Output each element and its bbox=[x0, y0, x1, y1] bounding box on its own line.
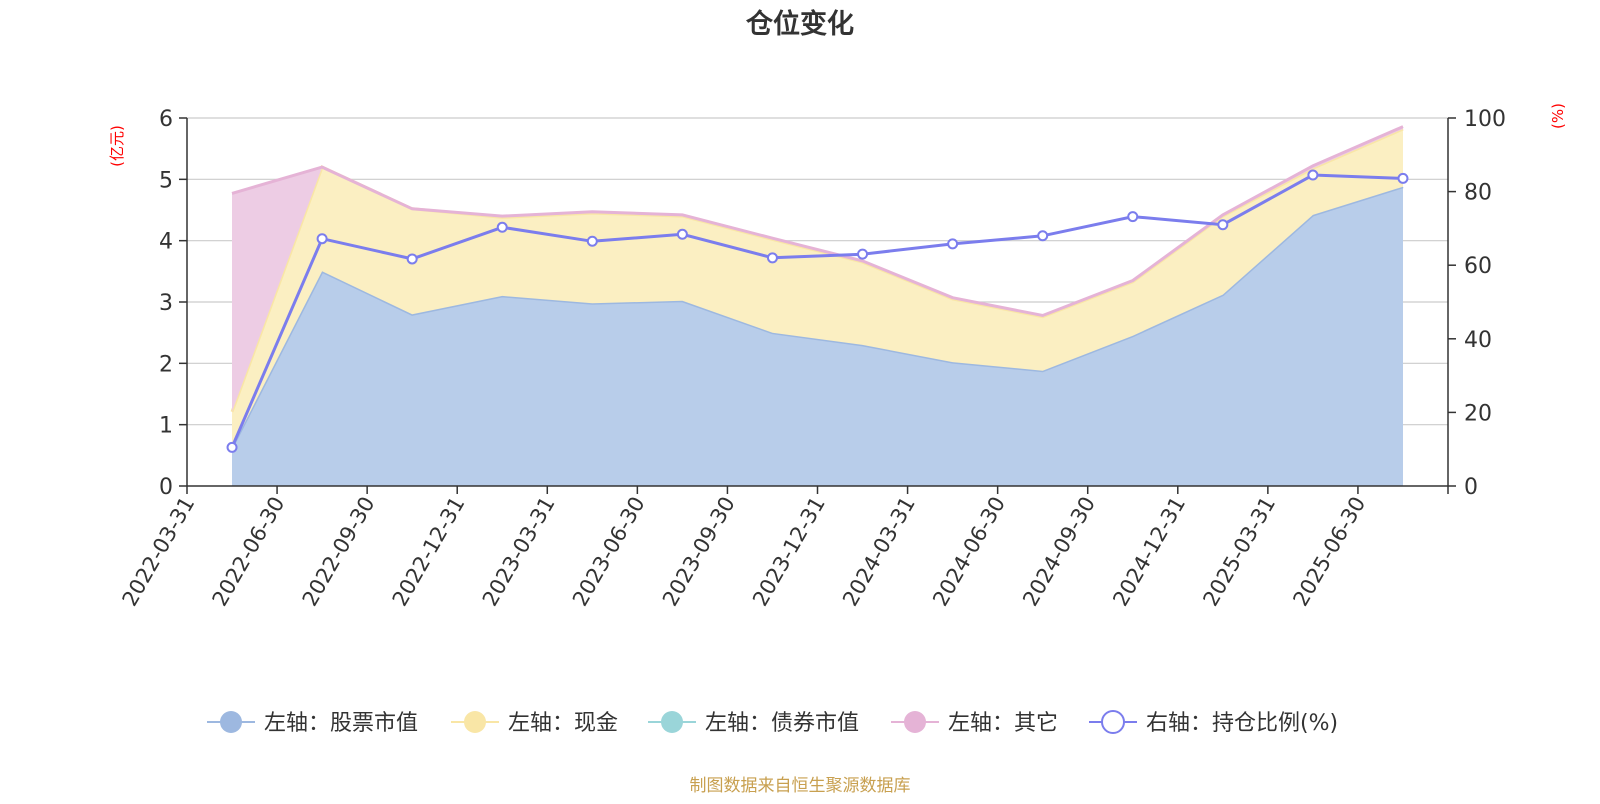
legend-marker bbox=[661, 711, 683, 733]
x-tick-label: 2023-12-31 bbox=[748, 493, 830, 611]
right-y-tick-label: 100 bbox=[1464, 107, 1506, 132]
left-y-tick-label: 1 bbox=[159, 414, 173, 439]
legend-label: 右轴：持仓比例(%) bbox=[1146, 711, 1338, 736]
ratio-point bbox=[1397, 172, 1409, 184]
x-tick-label: 2022-09-30 bbox=[298, 493, 380, 611]
legend-marker bbox=[1101, 710, 1125, 734]
left-y-tick-label: 0 bbox=[159, 475, 173, 500]
ratio-line bbox=[230, 173, 1404, 448]
ratio-point bbox=[586, 235, 598, 247]
legend-item: 左轴：股票市值 bbox=[207, 711, 418, 736]
area-top-line bbox=[231, 125, 1404, 318]
x-tick-label: 2023-03-31 bbox=[478, 493, 560, 611]
x-tick-label: 2025-03-31 bbox=[1198, 493, 1280, 611]
left-y-tick-label: 2 bbox=[159, 352, 173, 377]
right-y-tick-label: 60 bbox=[1464, 254, 1492, 279]
x-tick-label: 2023-09-30 bbox=[658, 493, 740, 611]
ratio-point bbox=[766, 252, 778, 264]
right-y-tick-label: 0 bbox=[1464, 475, 1478, 500]
x-tick-label: 2024-03-31 bbox=[838, 493, 920, 611]
ratio-point bbox=[947, 238, 959, 250]
source-note: 制图数据来自恒生聚源数据库 bbox=[690, 776, 911, 796]
legend-marker bbox=[220, 711, 242, 733]
legend-marker bbox=[904, 711, 926, 733]
ratio-point bbox=[1217, 219, 1229, 231]
x-tick-label: 2022-12-31 bbox=[388, 493, 470, 611]
left-y-tick-label: 4 bbox=[159, 230, 173, 255]
ratio-point bbox=[316, 233, 328, 245]
legend-label: 左轴：股票市值 bbox=[264, 711, 418, 736]
ratio-point bbox=[1037, 230, 1049, 242]
legend: 左轴：股票市值 左轴：现金 左轴：债券市值 左轴：其它 右轴：持仓比例(%) bbox=[207, 710, 1338, 736]
left-y-tick-label: 6 bbox=[159, 107, 173, 132]
legend-item: 左轴：现金 bbox=[451, 711, 618, 736]
legend-label: 左轴：其它 bbox=[948, 711, 1058, 736]
right-y-tick-label: 40 bbox=[1464, 328, 1492, 353]
right-y-tick-label: 20 bbox=[1464, 401, 1492, 426]
ratio-point bbox=[676, 228, 688, 240]
left-y-tick-label: 3 bbox=[159, 291, 173, 316]
ratio-point bbox=[1307, 169, 1319, 181]
left-y-tick-label: 5 bbox=[159, 168, 173, 193]
line-series bbox=[226, 169, 1409, 453]
legend-item: 右轴：持仓比例(%) bbox=[1089, 710, 1338, 736]
legend-label: 左轴：现金 bbox=[508, 711, 618, 736]
x-tick-label: 2022-06-30 bbox=[208, 493, 290, 611]
left-axis-unit: (亿元) bbox=[108, 125, 126, 167]
ratio-point bbox=[496, 221, 508, 233]
ratio-point bbox=[406, 253, 418, 265]
right-axis-unit: (%) bbox=[1549, 103, 1567, 129]
legend-marker bbox=[464, 711, 486, 733]
ratio-point bbox=[1127, 211, 1139, 223]
area-fill bbox=[232, 186, 1403, 486]
chart-title: 仓位变化 bbox=[745, 8, 854, 40]
area-series bbox=[230, 125, 1404, 486]
x-tick-label: 2024-09-30 bbox=[1018, 493, 1100, 611]
legend-item: 左轴：债券市值 bbox=[648, 711, 859, 736]
right-y-tick-label: 80 bbox=[1464, 181, 1492, 206]
x-tick-label: 2022-03-31 bbox=[118, 493, 200, 611]
legend-item: 左轴：其它 bbox=[891, 711, 1058, 736]
x-tick-label: 2023-06-30 bbox=[568, 493, 650, 611]
area-fill bbox=[232, 129, 1403, 448]
x-tick-label: 2024-06-30 bbox=[928, 492, 1010, 610]
legend-label: 左轴：债券市值 bbox=[705, 711, 859, 736]
ratio-point bbox=[857, 248, 869, 260]
x-tick-label: 2024-12-31 bbox=[1108, 493, 1190, 611]
x-tick-label: 2025-06-30 bbox=[1288, 493, 1370, 611]
ratio-point bbox=[226, 441, 238, 453]
